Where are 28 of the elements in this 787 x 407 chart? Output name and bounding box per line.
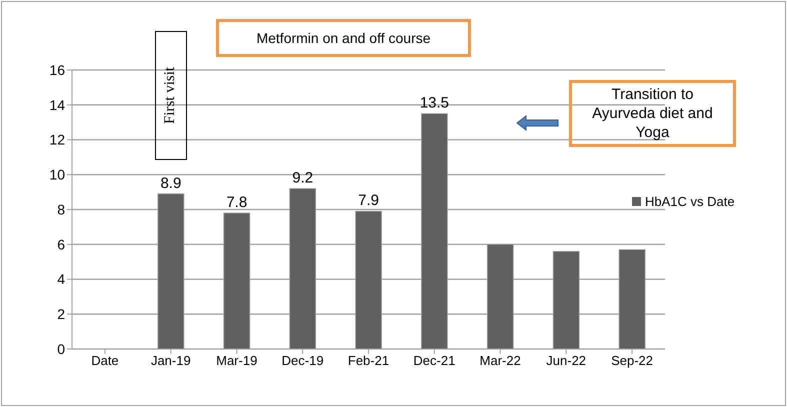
x-tick-label: Dec-19 — [282, 353, 324, 368]
x-tick-label: Dec-21 — [413, 353, 456, 368]
y-tick-label: 12 — [49, 132, 66, 148]
text: 13.5 — [420, 94, 450, 112]
text: 7.9 — [358, 192, 379, 210]
legend-label: HbA1C vs Date — [644, 194, 735, 209]
y-tick-label: 16 — [49, 62, 66, 78]
text-box: First visit — [155, 31, 187, 160]
x-tick-label: Jan-19 — [150, 353, 191, 368]
text: 9.2 — [292, 170, 314, 187]
y-tick-label: 14 — [49, 96, 66, 113]
annotation: Transition to Ayurveda diet and Yoga — [569, 80, 736, 147]
y-tick-label: 2 — [57, 306, 66, 322]
text: Metformin on and off course — [216, 19, 471, 57]
y-tick-label: 8 — [57, 201, 66, 218]
y-tick-label: 0 — [57, 340, 66, 357]
y-tick-label: 6 — [57, 236, 66, 252]
x-tick-label: Sep-22 — [611, 353, 654, 368]
x-tick-label: Jun-22 — [546, 353, 586, 368]
x-tick-label: Feb-21 — [348, 353, 390, 368]
text: 8.9 — [160, 174, 182, 192]
x-tick-label: Mar-19 — [216, 353, 258, 368]
x-tick-label: Date — [91, 353, 119, 368]
y-tick-label: 10 — [49, 166, 66, 183]
x-tick-label: Mar-22 — [480, 353, 521, 368]
y-tick-label: 4 — [57, 271, 66, 288]
text: 7.8 — [226, 194, 248, 211]
annotation: First visit — [162, 66, 180, 124]
